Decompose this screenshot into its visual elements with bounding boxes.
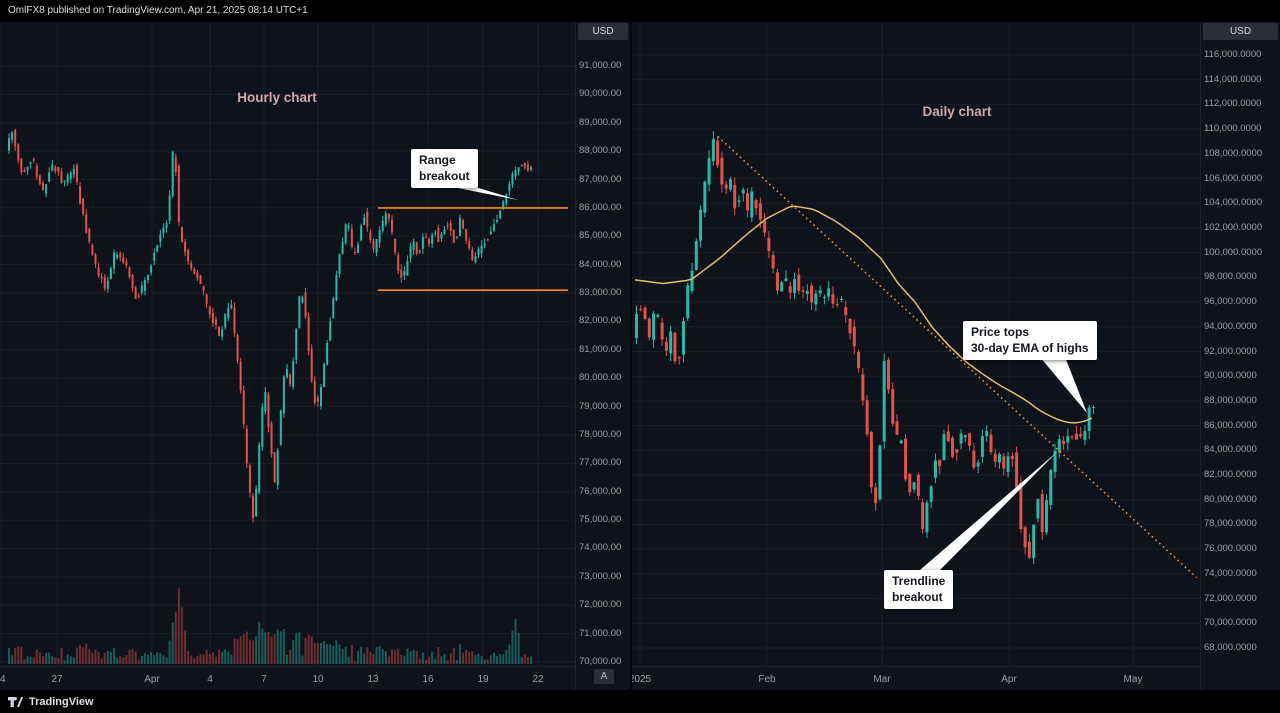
price-axis-label: 87,000.00 <box>579 173 622 185</box>
time-axis-label: 24 <box>0 674 6 685</box>
time-axis-label: Apr <box>144 674 160 685</box>
time-axis-label: 13 <box>367 674 379 685</box>
price-axis-label: 91,000.00 <box>579 60 622 71</box>
price-axis-label: 70,000.0000 <box>1204 617 1257 629</box>
price-axis-label: 74,000.00 <box>579 542 622 554</box>
time-axis[interactable]: 24 27 Apr 4 7 10 13 16 19 22 <box>0 666 575 690</box>
price-axis-label: 89,000.00 <box>579 116 622 128</box>
publish-text: OmlFX8 published on TradingView.com, Apr… <box>8 5 308 16</box>
daily-chart-pane[interactable]: 2025 Feb Mar Apr May Daily chart Price tops30-… <box>632 22 1200 690</box>
daily-price-scale[interactable]: 116,000.0000 114,000.0000 112,000.0000 110,… <box>1200 22 1280 690</box>
price-axis-label: 71,000.00 <box>579 627 622 639</box>
hourly-chart-canvas[interactable] <box>0 22 575 666</box>
price-axis-label: 100,000.0000 <box>1204 246 1263 258</box>
time-axis-label: 19 <box>477 674 489 685</box>
price-axis-label: 86,000.00 <box>579 201 622 213</box>
price-axis-label: 82,000.0000 <box>1204 469 1257 481</box>
price-axis-label: 88,000.0000 <box>1204 394 1257 406</box>
daily-chart-title: Daily chart <box>922 104 992 119</box>
price-axis-label: 76,000.0000 <box>1204 543 1257 555</box>
price-axis-label: 72,000.00 <box>579 599 622 611</box>
time-axis-label: 2025 <box>632 674 652 685</box>
price-axis-label: 102,000.0000 <box>1204 221 1263 233</box>
price-axis-label: 78,000.00 <box>579 428 622 440</box>
price-axis-label: 84,000.0000 <box>1204 444 1257 456</box>
time-axis-label: Feb <box>758 674 776 685</box>
price-axis-label: 75,000.00 <box>579 514 622 526</box>
tradingview-logo-icon <box>8 696 23 708</box>
chart-content: 24 27 Apr 4 7 10 13 16 19 22 Hourly chart Rangebrea… <box>0 22 1280 690</box>
price-axis-label: 81,000.00 <box>579 343 622 355</box>
price-axis-label: 79,000.00 <box>579 400 622 412</box>
price-axis-label: 86,000.0000 <box>1204 419 1257 431</box>
price-axis-label: 112,000.0000 <box>1204 98 1262 110</box>
hourly-price-scale[interactable]: 91,000.00 90,000.00 89,000.00 88,000.00 87,0… <box>575 22 630 690</box>
price-axis-label: 90,000.00 <box>579 88 622 100</box>
price-axis-label: 92,000.0000 <box>1204 345 1257 357</box>
price-axis-label: 84,000.00 <box>579 258 622 270</box>
price-axis-label: 78,000.0000 <box>1204 518 1257 530</box>
price-axis-label: 116,000.0000 <box>1204 49 1262 60</box>
price-axis-label: 80,000.00 <box>579 372 622 384</box>
hourly-chart-pane[interactable]: 24 27 Apr 4 7 10 13 16 19 22 Hourly chart Rangebrea… <box>0 22 575 690</box>
trendline-breakout-callout[interactable]: Trendline breakout <box>884 570 954 610</box>
auto-scale-badge[interactable]: A <box>594 669 614 684</box>
price-axis-label: 104,000.0000 <box>1204 197 1263 209</box>
price-axis-label: 83,000.00 <box>579 287 622 299</box>
price-axis-label: 88,000.00 <box>579 145 622 157</box>
hourly-chart-title: Hourly chart <box>237 90 317 105</box>
price-axis-label: 85,000.00 <box>579 230 622 242</box>
brand-label: TradingView <box>29 695 94 708</box>
daily-chart-canvas[interactable] <box>632 22 1200 666</box>
currency-button[interactable]: USD <box>1203 23 1278 40</box>
price-axis-label: 68,000.0000 <box>1204 642 1257 653</box>
time-axis-label: 7 <box>261 674 267 685</box>
price-axis-label: 108,000.0000 <box>1204 147 1263 159</box>
time-axis[interactable]: 2025 Feb Mar Apr May <box>632 666 1200 690</box>
price-axis-label: 110,000.0000 <box>1204 123 1262 135</box>
price-axis-label: 98,000.0000 <box>1204 271 1257 283</box>
price-axis-label: 94,000.0000 <box>1204 320 1257 332</box>
price-axis-label: 90,000.0000 <box>1204 370 1257 382</box>
price-axis-label: 96,000.0000 <box>1204 296 1257 308</box>
price-axis-label: 82,000.00 <box>579 315 622 327</box>
range-breakout-callout[interactable]: Range breakout <box>411 149 478 189</box>
time-axis-label: 22 <box>532 674 544 685</box>
price-tops-ema-callout[interactable]: Price tops 30-day EMA of highs <box>963 321 1097 361</box>
time-axis-label: 16 <box>422 674 434 685</box>
time-axis-label: Mar <box>873 674 891 685</box>
price-axis-label: 114,000.0000 <box>1204 73 1262 85</box>
price-axis-label: 70,000.00 <box>579 656 622 667</box>
time-axis-label: 10 <box>312 674 324 685</box>
price-axis-label: 73,000.00 <box>579 570 622 582</box>
publish-bar: OmlFX8 published on TradingView.com, Apr… <box>0 0 1280 22</box>
time-axis-label: 27 <box>51 674 63 685</box>
time-axis-label: Apr <box>1001 674 1017 685</box>
price-axis-label: 80,000.0000 <box>1204 493 1257 505</box>
time-axis-label: 4 <box>207 674 213 685</box>
pane-divider[interactable] <box>630 22 632 690</box>
price-axis-label: 74,000.0000 <box>1204 567 1257 579</box>
price-axis-label: 77,000.00 <box>579 457 622 469</box>
price-axis-label: 76,000.00 <box>579 485 622 497</box>
currency-button[interactable]: USD <box>578 23 628 40</box>
time-axis-label: May <box>1123 674 1143 685</box>
brand-bar: TradingView <box>0 690 1280 713</box>
price-axis-label: 106,000.0000 <box>1204 172 1263 184</box>
price-axis-label: 72,000.0000 <box>1204 592 1257 604</box>
